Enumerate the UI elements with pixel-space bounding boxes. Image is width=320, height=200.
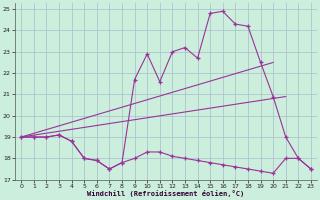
X-axis label: Windchill (Refroidissement éolien,°C): Windchill (Refroidissement éolien,°C) xyxy=(87,190,245,197)
